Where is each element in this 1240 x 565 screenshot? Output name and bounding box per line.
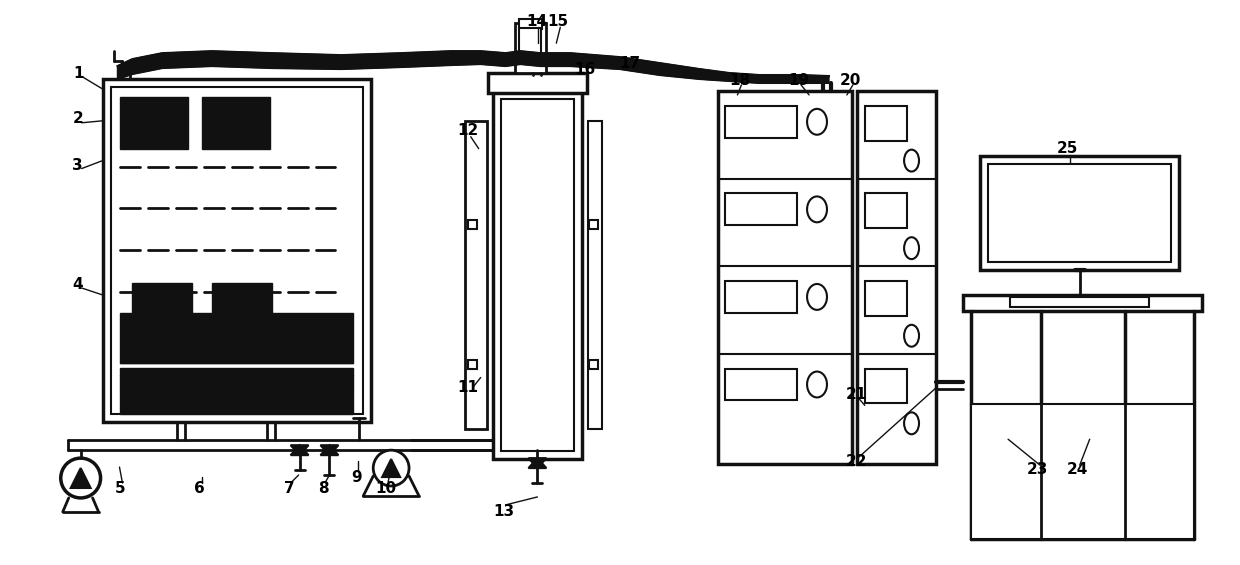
Text: 6: 6 [193, 481, 205, 497]
Text: 9: 9 [351, 470, 362, 485]
Bar [202, 97, 270, 149]
Ellipse shape [807, 109, 827, 134]
Text: 12: 12 [458, 123, 479, 138]
Bar [864, 193, 906, 228]
Text: 5: 5 [115, 481, 125, 497]
Text: 17: 17 [620, 55, 641, 71]
Bar [589, 220, 598, 229]
Text: 22: 22 [846, 454, 868, 468]
Ellipse shape [904, 150, 919, 172]
Bar [501, 99, 574, 451]
Bar [120, 97, 188, 149]
Polygon shape [71, 468, 91, 488]
Text: 8: 8 [319, 481, 329, 497]
Text: 10: 10 [376, 481, 397, 497]
Text: 3: 3 [72, 158, 83, 173]
Bar [857, 91, 936, 464]
Bar [588, 121, 603, 429]
Text: 18: 18 [729, 73, 750, 89]
Circle shape [373, 450, 409, 486]
Bar [133, 283, 192, 323]
Ellipse shape [904, 412, 919, 434]
Bar [718, 91, 852, 464]
Bar [465, 121, 486, 429]
Ellipse shape [807, 197, 827, 222]
Text: 14: 14 [526, 14, 547, 29]
Text: 1: 1 [73, 66, 84, 81]
Text: 20: 20 [841, 73, 862, 89]
Text: 19: 19 [789, 73, 810, 89]
Ellipse shape [807, 372, 827, 397]
Text: 23: 23 [1027, 462, 1049, 477]
Bar [864, 368, 906, 403]
Bar [518, 19, 542, 29]
Bar [864, 106, 906, 141]
Bar [212, 283, 272, 323]
Bar [120, 368, 353, 414]
Polygon shape [290, 445, 309, 455]
Bar [110, 87, 363, 414]
Polygon shape [320, 445, 339, 455]
Text: 25: 25 [1058, 141, 1079, 156]
Ellipse shape [904, 237, 919, 259]
Polygon shape [118, 51, 830, 83]
Text: 15: 15 [548, 14, 569, 29]
Bar [589, 359, 598, 368]
Bar [487, 73, 588, 93]
Ellipse shape [807, 284, 827, 310]
Bar [515, 23, 547, 73]
Text: 2: 2 [72, 111, 83, 127]
Polygon shape [382, 459, 401, 477]
Polygon shape [290, 445, 309, 455]
Bar [120, 313, 353, 363]
Bar [971, 405, 1194, 539]
Bar [467, 220, 476, 229]
Bar [864, 281, 906, 316]
Bar [1011, 297, 1149, 307]
Text: 21: 21 [846, 387, 868, 402]
Polygon shape [320, 445, 339, 455]
Bar [725, 106, 797, 138]
Text: 13: 13 [494, 505, 515, 519]
Text: 7: 7 [284, 481, 295, 497]
Bar [963, 295, 1202, 311]
Bar [725, 281, 797, 313]
Circle shape [61, 458, 100, 498]
Text: 16: 16 [574, 62, 595, 76]
Bar [725, 193, 797, 225]
Bar [520, 28, 542, 60]
Polygon shape [528, 458, 547, 468]
Ellipse shape [904, 325, 919, 347]
Bar [467, 359, 476, 368]
Bar [492, 91, 583, 459]
Polygon shape [528, 458, 547, 468]
Bar [103, 79, 371, 422]
Bar [988, 164, 1172, 262]
Text: 24: 24 [1068, 462, 1089, 477]
Text: 11: 11 [458, 380, 479, 395]
Bar [981, 155, 1179, 270]
Bar [725, 368, 797, 401]
Text: 4: 4 [72, 277, 83, 293]
